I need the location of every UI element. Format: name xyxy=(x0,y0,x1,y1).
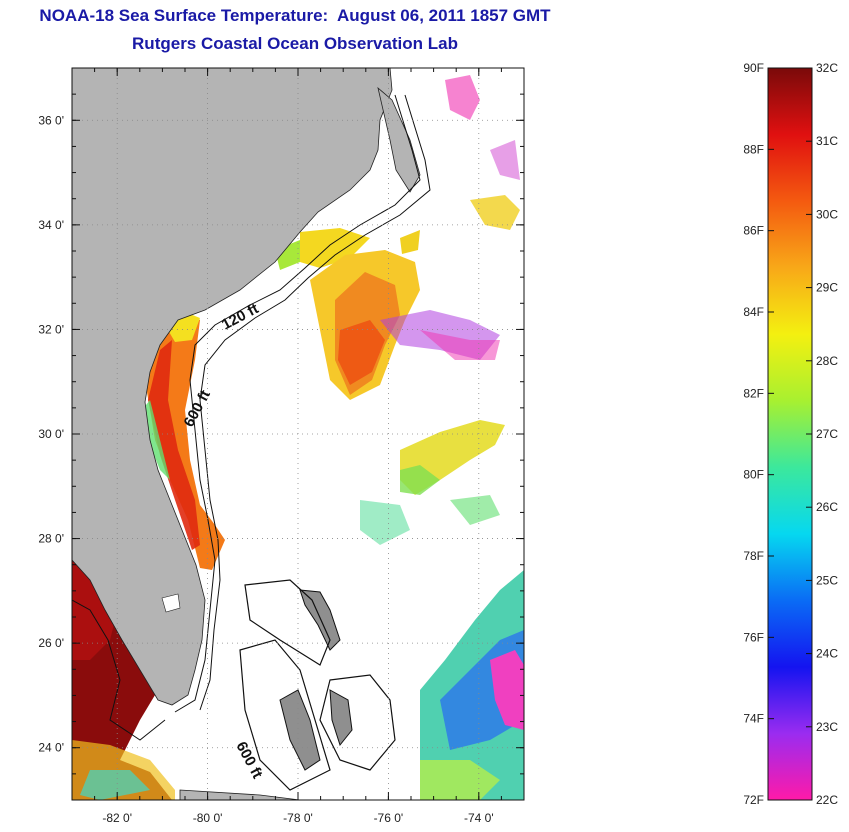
sst-carolina-yellow xyxy=(300,228,370,268)
axis-ticks xyxy=(71,67,525,801)
colorbar-c-label: 27C xyxy=(816,427,838,441)
lat-tick-label: 24 0' xyxy=(38,741,64,755)
sst-keys-cyan xyxy=(80,770,150,800)
colorbar-f-label: 86F xyxy=(743,224,764,238)
colorbar-f-label: 76F xyxy=(743,630,764,644)
colorbar-f-label: 82F xyxy=(743,386,764,400)
colorbar-c-label: 24C xyxy=(816,647,838,661)
colorbar-f-label: 74F xyxy=(743,712,764,726)
sst-offshore-pink xyxy=(420,330,500,360)
colorbar-c-label: 23C xyxy=(816,720,838,734)
colorbar-f-label: 88F xyxy=(743,142,764,156)
map-title: NOAA-18 Sea Surface Temperature: August … xyxy=(39,6,551,25)
sst-n-yellow2 xyxy=(400,230,420,254)
land-areas xyxy=(72,68,421,800)
lat-tick-label: 32 0' xyxy=(38,322,64,336)
land-bahamas-shelf2 xyxy=(239,639,331,791)
isobath-gulf xyxy=(72,599,166,741)
colorbar-f-label: 80F xyxy=(743,468,764,482)
lat-tick-label: 26 0' xyxy=(38,636,64,650)
sst-offshore-redorange xyxy=(338,320,385,385)
colorbar-f-label: 90F xyxy=(743,61,764,75)
sst-se-pink xyxy=(490,650,524,730)
colorbar-c-label: 25C xyxy=(816,573,838,587)
land-bahamas-shelf xyxy=(244,579,331,666)
colorbar-f-label: 72F xyxy=(743,793,764,807)
colorbar-c-label: 31C xyxy=(816,134,838,148)
land-bahamas-eleuthera xyxy=(329,689,353,747)
land-bahamas-abaco xyxy=(299,589,341,651)
land-bahamas-andros xyxy=(279,689,321,771)
colorbar-c-label: 28C xyxy=(816,354,838,368)
colorbar-c-label: 26C xyxy=(816,500,838,514)
sst-mid-green xyxy=(400,465,440,495)
land-lake-okeechobee xyxy=(161,593,181,613)
lon-tick-label: -78 0' xyxy=(283,811,313,825)
sst-n-pink xyxy=(445,75,480,120)
land-us-southeast xyxy=(72,68,393,706)
colorbar-c-label: 22C xyxy=(816,793,838,807)
colorbar-c-label: 29C xyxy=(816,281,838,295)
sst-n-pink2 xyxy=(490,140,520,180)
colorbar-ticks: 90F 88F 86F 84F 82F 80F 78F 76F 74F 72F 32C 31C 30C 2… xyxy=(743,61,838,807)
colorbar-c-label: 30C xyxy=(816,207,838,221)
colorbar-c-label: 32C xyxy=(816,61,838,75)
isobath-600ft xyxy=(199,94,431,711)
land-cuba-edge xyxy=(179,789,301,800)
isobaths xyxy=(72,94,431,741)
lat-tick-label: 28 0' xyxy=(38,532,64,546)
sst-sw-green2 xyxy=(450,495,500,525)
lon-tick-label: -76 0' xyxy=(374,811,404,825)
sst-sw-cyan xyxy=(360,500,410,545)
lat-tick-label: 30 0' xyxy=(38,427,64,441)
colorbar xyxy=(767,67,813,801)
isobath-120ft xyxy=(174,94,421,713)
lon-tick-label: -74 0' xyxy=(464,811,494,825)
lon-tick-label: -82 0' xyxy=(102,811,132,825)
lat-tick-label: 34 0' xyxy=(38,218,64,232)
lat-tick-label: 36 0' xyxy=(38,113,64,127)
sst-fl-east-green xyxy=(142,400,170,480)
sst-se-green xyxy=(420,760,500,800)
axis-tick-labels: -82 0' -80 0' -78 0' -76 0' -74 0' 24 0' 26 0'… xyxy=(38,113,493,825)
colorbar-f-label: 84F xyxy=(743,305,764,319)
graticule xyxy=(72,68,524,800)
lon-tick-label: -80 0' xyxy=(193,811,223,825)
sst-fl-east-inner xyxy=(148,340,200,550)
colorbar-f-label: 78F xyxy=(743,549,764,563)
sst-n-yellow xyxy=(470,195,520,230)
land-bahamas-shelf3 xyxy=(319,674,396,771)
map-subtitle: Rutgers Coastal Ocean Observation Lab xyxy=(132,34,458,53)
